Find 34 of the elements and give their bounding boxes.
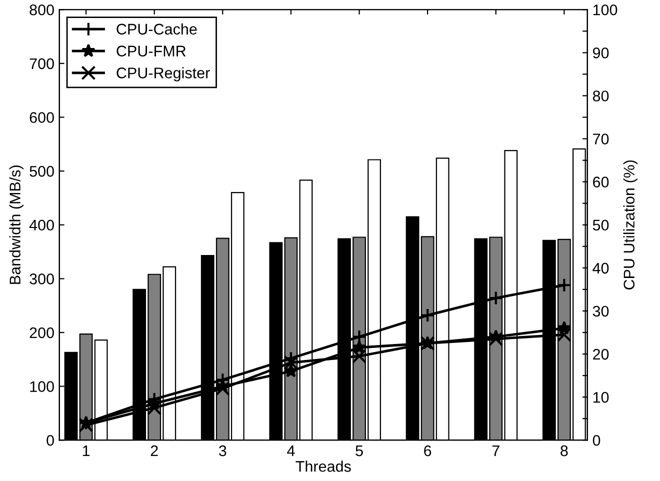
y-tick-label: 0 bbox=[46, 434, 54, 446]
y2-tick-label: 60 bbox=[593, 176, 609, 188]
x-axis-title: Threads bbox=[296, 460, 351, 472]
x-tick-label: 1 bbox=[82, 446, 90, 456]
y2-tick-label: 20 bbox=[593, 348, 609, 360]
x-tick-label: 2 bbox=[150, 445, 158, 456]
y2-tick-label: 0 bbox=[592, 434, 600, 446]
y2-tick-label: 70 bbox=[593, 134, 609, 144]
y-tick-label: 400 bbox=[29, 220, 54, 231]
y2-axis-title: CPU Utilization (%) bbox=[623, 160, 638, 290]
x-tick-label: 3 bbox=[218, 445, 226, 456]
y-tick-label: 800 bbox=[30, 4, 54, 16]
x-tick-label: 8 bbox=[560, 445, 568, 456]
y2-tick-label: 50 bbox=[592, 220, 609, 231]
x-tick-label: 4 bbox=[287, 446, 295, 456]
y2-tick-label: 100 bbox=[593, 4, 618, 16]
y2-tick-label: 30 bbox=[592, 306, 609, 317]
y-tick-label: 300 bbox=[30, 274, 54, 284]
y-tick-label: 200 bbox=[30, 327, 54, 338]
legend-label: CPU-Register bbox=[116, 67, 210, 82]
y2-tick-label: 80 bbox=[592, 90, 609, 102]
y2-tick-label: 40 bbox=[592, 262, 609, 274]
y2-tick-label: 90 bbox=[592, 48, 609, 58]
x-tick-label: 6 bbox=[424, 445, 432, 456]
y-axis-title: Bandwidth (MB/s) bbox=[9, 166, 24, 284]
y-tick-label: 600 bbox=[30, 112, 54, 123]
y-tick-label: 700 bbox=[30, 58, 54, 70]
x-tick-label: 5 bbox=[356, 446, 363, 456]
legend-label: CPU-Cache bbox=[116, 23, 197, 35]
y2-tick-label: 10 bbox=[593, 392, 609, 403]
y-tick-label: 100 bbox=[30, 381, 54, 392]
x-tick-label: 7 bbox=[492, 446, 500, 456]
y-tick-label: 500 bbox=[30, 166, 54, 177]
legend-label: CPU-FMR bbox=[116, 46, 186, 56]
